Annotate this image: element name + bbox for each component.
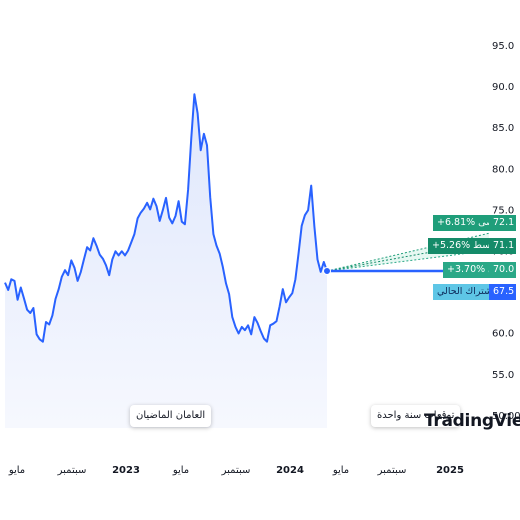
- forecast-avg-value: 71.1: [489, 238, 516, 254]
- y-tick-label: 55.0: [492, 370, 514, 381]
- x-tick-label: سبتمبر: [377, 465, 407, 476]
- x-tick-label: مايو: [172, 465, 189, 476]
- forecast-period-label: توقعات سنة واحدة: [371, 405, 461, 427]
- y-tick-label: 80.0: [492, 164, 514, 175]
- x-tick-label: مايو: [8, 465, 25, 476]
- history-area-fill: [5, 94, 327, 429]
- last-price-point: [323, 267, 331, 276]
- x-tick-label: 2024: [276, 465, 304, 476]
- x-tick-label: مايو: [332, 465, 349, 476]
- history-area: [5, 94, 327, 429]
- y-tick-label: 50.00: [492, 411, 520, 422]
- x-tick-label: 2023: [112, 465, 140, 476]
- x-tick-label: سبتمبر: [221, 465, 251, 476]
- past-period-label: العامان الماضيان: [130, 405, 212, 427]
- forecast-high-label: +6.81% أقصى: [433, 215, 502, 231]
- y-tick-label: 95.0: [492, 41, 514, 52]
- x-axis-ticks: مايو سبتمبر 2023 مايو سبتمبر 2024 مايو سبتمبر 20…: [8, 465, 464, 476]
- forecast-high-value: 72.1: [489, 215, 516, 231]
- y-tick-label: 85.0: [492, 123, 514, 134]
- price-line: [4, 93, 331, 343]
- forecast-low-label: +3.70% أدنى: [443, 262, 506, 278]
- forecast-avg-label: +5.26% متوسط: [428, 238, 503, 254]
- y-tick-label: 90.0: [492, 82, 514, 93]
- x-tick-label: سبتمبر: [57, 465, 87, 476]
- current-price-value: 67.5: [489, 284, 516, 300]
- y-axis-ticks: 95.090.085.080.075.070.065.060.055.050.0…: [492, 41, 520, 422]
- current-price-label: الاشتراك الحالي: [433, 284, 500, 300]
- forecast-low-value: 70.0: [489, 262, 516, 278]
- y-tick-label: 75.0: [492, 205, 514, 216]
- x-tick-label: 2025: [436, 465, 464, 476]
- y-tick-label: 60.0: [492, 329, 514, 340]
- tradingview-watermark: TradingView: [424, 411, 520, 431]
- price-series-line: [4, 93, 328, 343]
